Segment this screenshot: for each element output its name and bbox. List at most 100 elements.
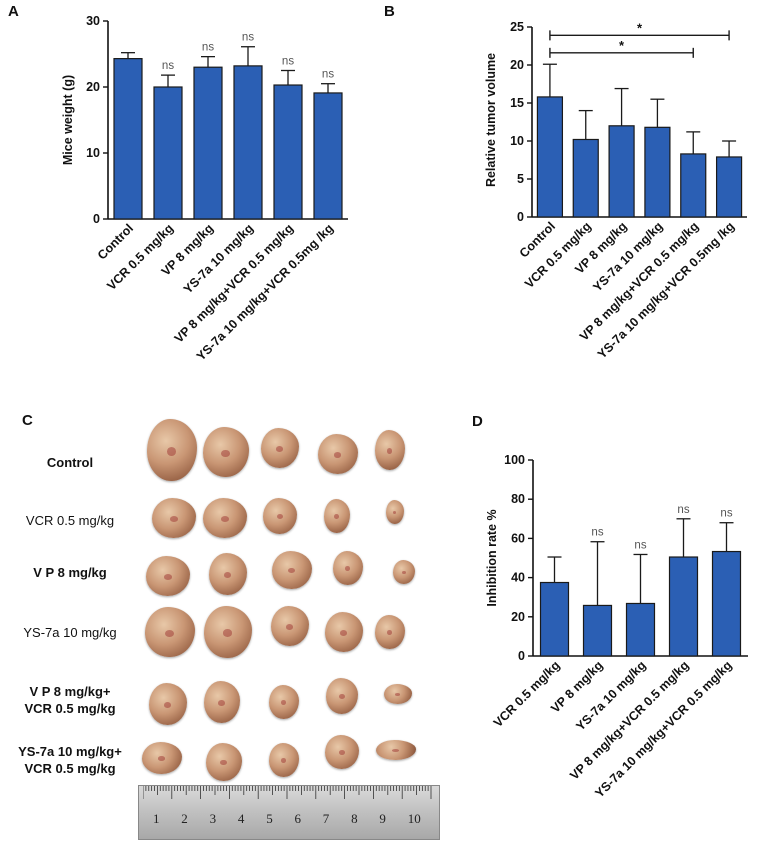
tumor-specimen — [204, 606, 252, 658]
ruler-number: 1 — [153, 811, 160, 826]
row-label-line: YS-7a 10 mg/kg+ — [18, 744, 122, 759]
significance-label: ns — [282, 56, 294, 68]
tumor-specimen — [325, 735, 359, 769]
y-axis-title: Mice weight (g) — [61, 75, 75, 165]
tumor-specimen — [147, 419, 197, 481]
row-label: V P 8 mg/kg — [0, 564, 140, 581]
tumor-specimen — [375, 430, 405, 470]
ruler-number: 9 — [379, 811, 386, 826]
row-label-line: VCR 0.5 mg/kg — [25, 512, 115, 528]
bar — [608, 125, 635, 218]
bar — [193, 66, 223, 220]
tumor-specimen — [203, 427, 249, 477]
significance-label: ns — [720, 508, 732, 520]
row-label: YS-7a 10 mg/kg — [0, 624, 140, 641]
tumor-specimen — [272, 551, 312, 589]
tumor-specimen — [203, 498, 247, 538]
bar — [153, 86, 183, 220]
y-tick-label: 60 — [511, 531, 525, 545]
tumor-specimen — [271, 606, 309, 646]
y-tick-label: 40 — [511, 571, 525, 585]
y-tick-label: 20 — [86, 80, 100, 94]
ruler-number: 8 — [351, 811, 358, 826]
ruler-number: 6 — [294, 811, 302, 826]
tumor-specimen — [142, 742, 182, 774]
tumor-specimen — [209, 553, 247, 595]
bar — [233, 65, 263, 220]
panel-letter-d: D — [472, 413, 483, 430]
tumor-specimen — [325, 612, 363, 652]
y-axis-title: Relative tumor volume — [484, 53, 498, 187]
ruler-number: 5 — [266, 811, 273, 826]
y-axis-title: Inhibition rate % — [485, 509, 499, 606]
y-tick-label: 0 — [93, 212, 100, 226]
ruler-number: 7 — [322, 811, 330, 826]
panel-c-tumor-photo: C Control VCR 0.5 mg/kg V P 8 mg/kg YS-7a 1… — [0, 410, 470, 845]
bar — [715, 156, 743, 218]
bar — [668, 556, 699, 657]
tumor-specimen — [376, 740, 416, 760]
tumor-specimen — [384, 684, 412, 704]
tumor-specimen — [152, 498, 196, 538]
tumor-specimen — [326, 678, 358, 714]
ruler-number: 3 — [209, 811, 217, 826]
row-label-line: V P 8 mg/kg+ — [29, 684, 111, 699]
y-tick-label: 20 — [511, 610, 525, 624]
tumor-specimen — [318, 434, 358, 474]
bracket-star: * — [619, 38, 625, 53]
y-tick-label: 15 — [510, 96, 524, 110]
tumor-specimen — [145, 607, 195, 657]
tumor-specimen — [324, 499, 350, 533]
row-label: Control — [0, 454, 140, 471]
y-tick-label: 5 — [517, 172, 524, 186]
y-tick-label: 10 — [510, 134, 524, 148]
significance-label: ns — [634, 539, 646, 551]
row-label-line: YS-7a 10 mg/kg — [23, 624, 117, 640]
tumor-specimen — [386, 500, 404, 524]
significance-label: ns — [591, 527, 603, 539]
y-tick-label: 20 — [510, 58, 524, 72]
panel-letter-c: C — [22, 412, 33, 429]
y-tick-label: 0 — [517, 210, 524, 224]
bar — [313, 92, 343, 220]
bar — [711, 550, 742, 657]
ruler-ticks — [143, 786, 432, 799]
row-label: YS-7a 10 mg/kg+ VCR 0.5 mg/kg — [0, 743, 140, 777]
y-tick-label: 0 — [518, 649, 525, 663]
bar — [536, 96, 564, 218]
tumor-specimen — [375, 615, 405, 649]
tumor-specimen — [206, 743, 242, 781]
significance-label: ns — [242, 32, 254, 44]
row-label: V P 8 mg/kg+ VCR 0.5 mg/kg — [0, 683, 140, 717]
bar — [680, 153, 707, 218]
tumor-specimen — [146, 556, 190, 596]
category-label: YS-7a 10 mg/kg — [181, 221, 256, 296]
significance-label: ns — [677, 504, 689, 516]
y-tick-label: 30 — [86, 14, 100, 28]
category-label: VCR 0.5 mg/kg — [491, 658, 563, 730]
bar — [113, 58, 143, 220]
bar — [539, 581, 570, 657]
row-label-line: V P 8 mg/kg — [33, 564, 107, 580]
y-tick-label: 80 — [511, 492, 525, 506]
bar — [273, 84, 303, 220]
row-label-line: VCR 0.5 mg/kg — [24, 761, 116, 776]
significance-label: ns — [162, 60, 174, 72]
ruler-number: 2 — [181, 811, 188, 826]
significance-label: ns — [322, 69, 334, 81]
tumor-specimen — [393, 560, 415, 584]
bracket-star: * — [637, 20, 643, 35]
bar — [625, 602, 656, 657]
bar — [582, 604, 613, 657]
ruler-number: 10 — [407, 811, 421, 826]
ruler: 1 2 3 4 5 6 7 8 9 10 — [138, 785, 440, 840]
panel-letter-b: B — [384, 3, 395, 20]
panel-letter-a: A — [8, 3, 19, 20]
chart-d: D 0 20 40 60 80 100 Inhibition rate % VCR 0.5 mg… — [472, 413, 748, 801]
tumor-specimen — [269, 685, 299, 719]
tumor-specimen — [261, 428, 299, 468]
bar — [644, 126, 671, 218]
